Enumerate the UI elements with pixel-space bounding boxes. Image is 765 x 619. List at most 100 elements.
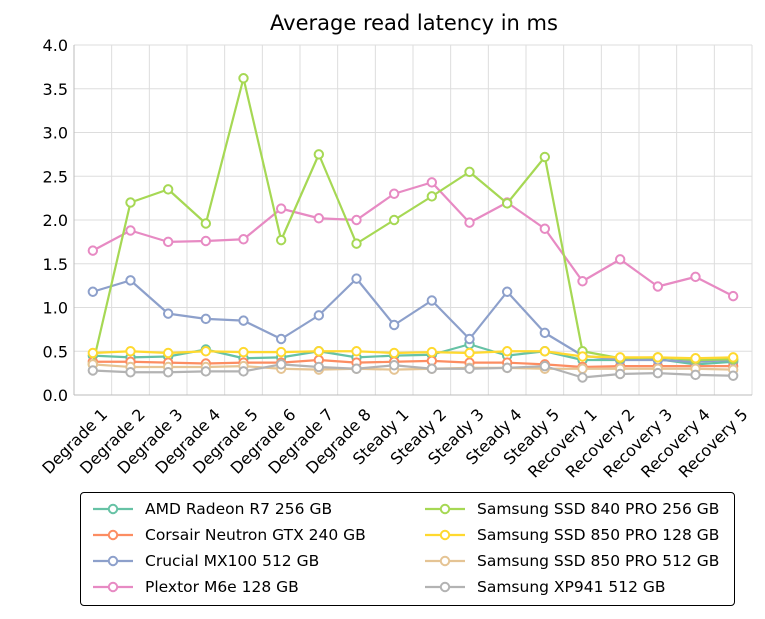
data-point: [313, 310, 325, 321]
series-line: [92, 363, 734, 371]
data-point: [426, 177, 438, 188]
data-point: [162, 347, 174, 359]
data-point: [87, 365, 99, 376]
data-point: [87, 347, 99, 359]
legend-item: AMD Radeon R7 256 GB: [93, 497, 332, 521]
data-point: [464, 333, 475, 345]
data-point: [162, 308, 174, 319]
legend-label: Samsung SSD 850 PRO 512 GB: [477, 552, 720, 570]
data-point: [351, 273, 362, 284]
data-point: [464, 347, 475, 359]
data-point: [351, 238, 362, 249]
legend-label: Plextor M6e 128 GB: [145, 578, 299, 596]
data-point: [275, 333, 287, 345]
series-8: [87, 359, 739, 383]
data-point: [426, 363, 438, 374]
data-point: [238, 346, 249, 358]
series-6: [87, 346, 739, 364]
legend-label: Crucial MX100 512 GB: [145, 552, 320, 570]
data-point: [464, 166, 475, 178]
data-point: [614, 254, 626, 265]
data-point: [727, 352, 739, 363]
data-point: [690, 353, 701, 364]
data-point: [539, 151, 551, 163]
data-point: [313, 346, 325, 357]
data-point: [162, 184, 174, 195]
data-point: [125, 367, 136, 378]
y-axis-ticks: 0.0 0.5 1.0 1.5 2.0 2.5 3.0 3.5 4.0: [43, 36, 68, 405]
legend-swatch: [425, 529, 465, 541]
legend-label: Corsair Neutron GTX 240 GB: [145, 526, 366, 544]
legend-label: AMD Radeon R7 256 GB: [145, 500, 333, 518]
data-point: [727, 370, 739, 381]
y-tick-label: 1.5: [43, 255, 68, 274]
data-point: [652, 352, 664, 363]
data-point: [577, 363, 588, 374]
y-tick-label: 2.5: [43, 167, 68, 186]
data-point: [313, 213, 325, 224]
data-point: [200, 218, 212, 229]
data-point: [539, 327, 551, 339]
legend-item: Samsung XP941 512 GB: [425, 575, 666, 599]
data-point: [388, 347, 400, 359]
series-line: [92, 350, 734, 360]
data-point: [501, 346, 513, 357]
data-point: [577, 372, 588, 383]
data-point: [501, 286, 513, 297]
data-point: [238, 315, 249, 326]
series-line: [92, 181, 734, 298]
data-point: [200, 366, 212, 377]
data-point: [614, 352, 626, 363]
y-tick-label: 3.5: [43, 80, 68, 99]
data-point: [426, 346, 438, 358]
data-point: [577, 276, 588, 287]
legend-label: Samsung SSD 850 PRO 128 GB: [477, 526, 720, 544]
data-point: [351, 363, 362, 374]
legend-swatch: [93, 503, 133, 515]
legend-swatch: [93, 555, 133, 567]
data-point: [501, 362, 513, 374]
data-point: [614, 368, 626, 380]
data-point: [238, 366, 249, 377]
legend-item: Samsung SSD 850 PRO 128 GB: [425, 523, 719, 547]
data-point: [727, 290, 739, 302]
legend-swatch: [93, 529, 133, 541]
data-point: [275, 346, 287, 358]
legend-item: Corsair Neutron GTX 240 GB: [93, 523, 366, 547]
data-point: [200, 235, 212, 247]
legend-item: Samsung SSD 850 PRO 512 GB: [425, 549, 719, 573]
data-point: [313, 149, 325, 160]
legend-item: Samsung SSD 840 PRO 256 GB: [425, 497, 719, 521]
legend-item: Plextor M6e 128 GB: [93, 575, 299, 599]
data-point: [577, 351, 588, 362]
data-point: [275, 359, 287, 370]
data-point: [238, 234, 249, 245]
series-line: [92, 363, 734, 379]
data-point: [275, 203, 287, 214]
data-point: [464, 217, 475, 228]
data-point: [388, 188, 400, 199]
legend: AMD Radeon R7 256 GB Corsair Neutron GTX …: [80, 492, 735, 606]
y-tick-label: 2.0: [43, 211, 68, 230]
data-point: [125, 197, 136, 208]
series-4: [87, 177, 739, 302]
data-point: [426, 191, 438, 202]
data-point: [539, 223, 551, 234]
data-point: [162, 367, 174, 378]
data-point: [690, 271, 701, 283]
data-point: [200, 346, 212, 357]
legend-label: Samsung SSD 840 PRO 256 GB: [477, 500, 720, 518]
data-point: [351, 346, 362, 357]
legend-swatch: [425, 581, 465, 593]
series-line: [92, 277, 734, 363]
legend-item: Crucial MX100 512 GB: [93, 549, 319, 573]
data-point: [652, 367, 664, 379]
data-point: [200, 313, 212, 325]
data-point: [87, 245, 99, 256]
data-point: [87, 286, 99, 297]
legend-label: Samsung XP941 512 GB: [477, 578, 666, 596]
data-point: [275, 234, 287, 246]
grid: [73, 44, 753, 396]
